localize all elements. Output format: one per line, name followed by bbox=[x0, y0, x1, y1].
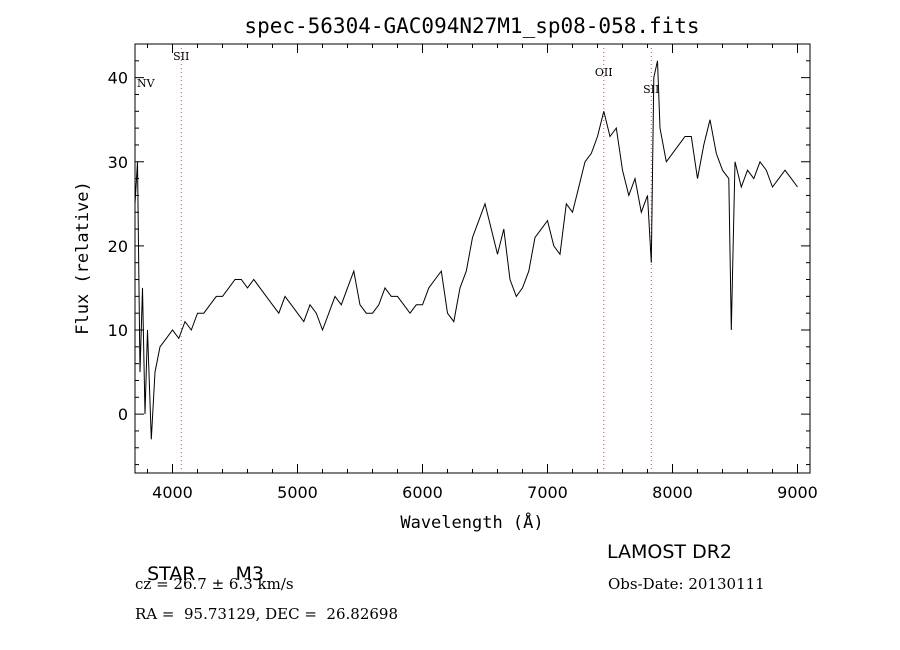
x-tick-label: 5000 bbox=[277, 483, 318, 502]
redshift-line: cz = 26.7 ± 6.3 km/s bbox=[135, 575, 294, 593]
y-tick-label: 0 bbox=[118, 405, 128, 424]
y-tick-label: 20 bbox=[108, 237, 128, 256]
axis-ticks: 4000 5000 6000 7000 8000 9000 0 10 20 30 40 bbox=[108, 43, 818, 502]
chart-title: spec-56304-GAC094N27M1_sp08-058.fits bbox=[244, 14, 699, 38]
y-axis-label: Flux (relative) bbox=[73, 181, 93, 335]
line-markers: NV SII OII SII bbox=[137, 44, 659, 473]
obs-date-line: Obs-Date: 20130111 bbox=[608, 575, 765, 593]
survey-name: LAMOST DR2 bbox=[607, 541, 732, 563]
object-class-value: STAR bbox=[147, 563, 196, 585]
line-marker-label: NV bbox=[137, 77, 156, 90]
object-class: STAR M3 bbox=[135, 541, 264, 585]
line-marker-label: SII bbox=[643, 83, 659, 96]
x-tick-label: 7000 bbox=[527, 483, 568, 502]
line-marker-label: SII bbox=[173, 50, 189, 63]
y-tick-label: 10 bbox=[108, 321, 128, 340]
y-tick-label: 40 bbox=[108, 69, 128, 88]
x-axis-label: Wavelength (Å) bbox=[400, 511, 543, 533]
x-tick-label: 8000 bbox=[652, 483, 693, 502]
y-tick-label: 30 bbox=[108, 153, 128, 172]
x-tick-label: 4000 bbox=[152, 483, 193, 502]
line-marker-label: OII bbox=[595, 66, 613, 79]
object-subclass: M3 bbox=[235, 563, 264, 585]
plot-frame bbox=[134, 43, 811, 474]
x-tick-label: 6000 bbox=[402, 483, 443, 502]
x-tick-label: 9000 bbox=[777, 483, 818, 502]
spectrum-series-line bbox=[134, 60, 798, 440]
coordinates-line: RA = 95.73129, DEC = 26.82698 bbox=[135, 605, 399, 623]
